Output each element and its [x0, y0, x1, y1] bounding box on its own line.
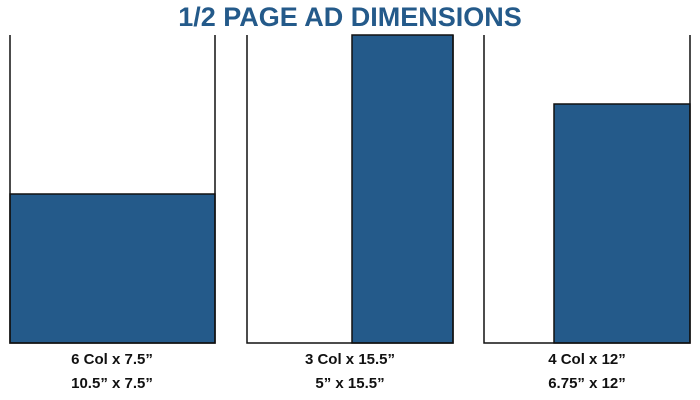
panel: 4 Col x 12” 6.75” x 12”	[483, 35, 691, 392]
ad-area	[553, 103, 691, 344]
page-frame	[9, 35, 216, 344]
size-columns: 4 Col x 12”	[548, 351, 626, 368]
title: 1/2 PAGE AD DIMENSIONS	[178, 2, 522, 32]
size-inches: 10.5” x 7.5”	[71, 375, 153, 392]
panel: 6 Col x 7.5” 10.5” x 7.5”	[9, 35, 216, 392]
page-frame	[246, 35, 454, 344]
size-inches: 6.75” x 12”	[548, 375, 626, 392]
ad-area	[9, 193, 216, 344]
page-frame	[483, 35, 691, 344]
ad-area	[351, 34, 454, 344]
size-columns: 6 Col x 7.5”	[71, 351, 153, 368]
size-columns: 3 Col x 15.5”	[305, 351, 395, 368]
size-inches: 5” x 15.5”	[315, 375, 384, 392]
panel: 3 Col x 15.5” 5” x 15.5”	[246, 34, 454, 392]
